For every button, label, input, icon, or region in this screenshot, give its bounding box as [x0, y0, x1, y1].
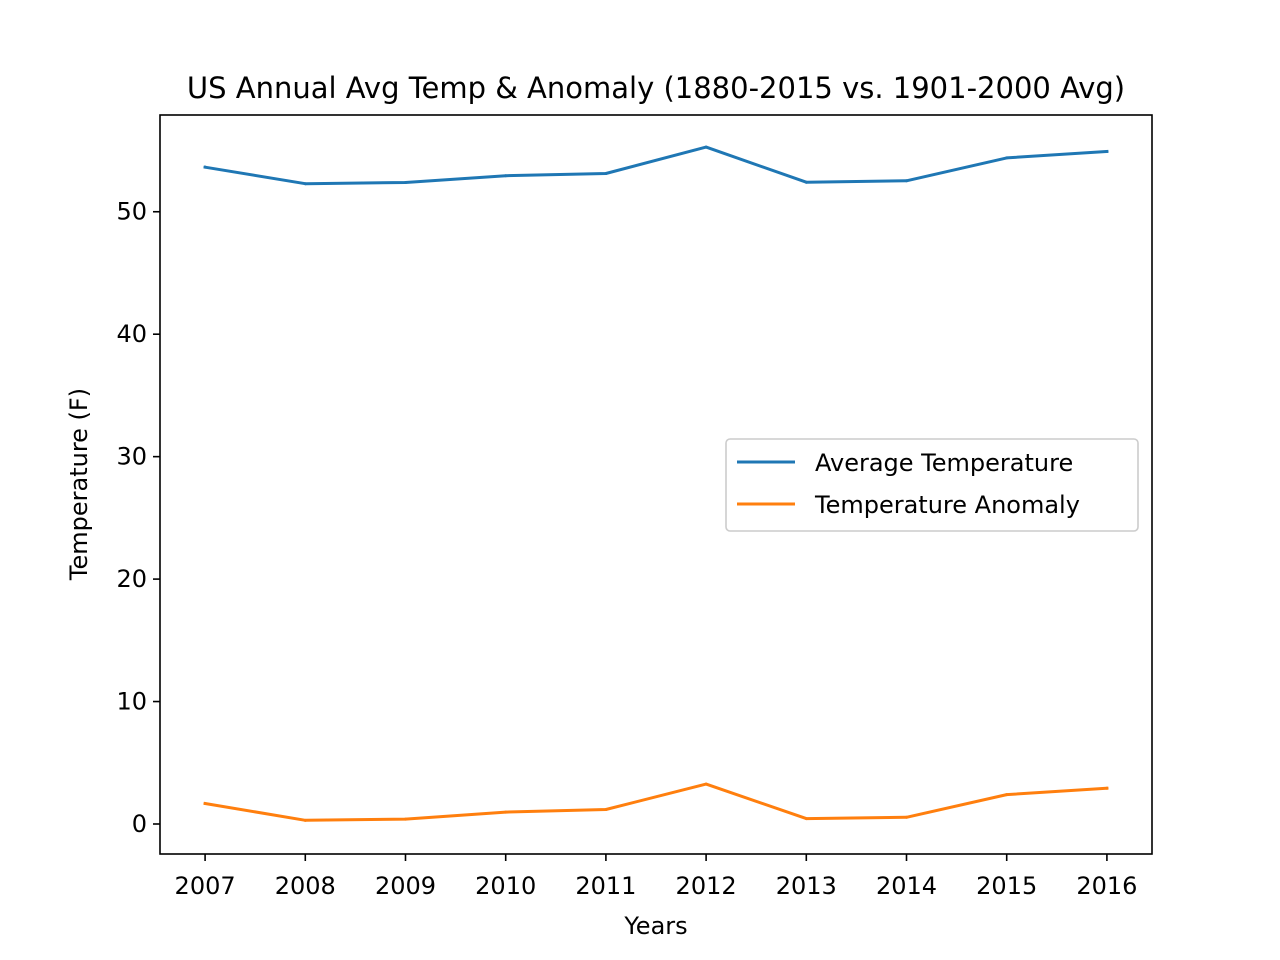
data-point-s1-2013	[804, 180, 808, 184]
data-point-s2-2014	[905, 815, 909, 819]
data-point-s2-2010	[504, 810, 508, 814]
x-tick-label: 2011	[575, 872, 636, 900]
data-point-s1-2015	[1005, 156, 1009, 160]
y-tick-label: 40	[116, 320, 147, 348]
x-tick-label: 2015	[976, 872, 1037, 900]
x-tick-label: 2007	[175, 872, 236, 900]
data-point-s1-2009	[403, 180, 407, 184]
x-tick-label: 2014	[876, 872, 937, 900]
y-tick-label: 10	[116, 688, 147, 716]
data-point-s2-2015	[1005, 793, 1009, 797]
data-point-s2-2007	[203, 802, 207, 806]
x-tick-label: 2008	[275, 872, 336, 900]
x-tick-label: 2013	[776, 872, 837, 900]
data-point-s1-2008	[303, 182, 307, 186]
data-point-s1-2014	[905, 179, 909, 183]
data-point-s2-2009	[403, 817, 407, 821]
data-point-s1-2016	[1105, 149, 1109, 153]
axes-frame	[159, 114, 1153, 855]
y-axis-label: Temperature (F)	[65, 388, 93, 581]
legend-label-2: Temperature Anomaly	[814, 491, 1080, 519]
data-point-s2-2013	[804, 817, 808, 821]
legend-box	[725, 438, 1139, 532]
data-point-s1-2010	[504, 174, 508, 178]
legend-label-1: Average Temperature	[815, 449, 1073, 477]
y-tick-label: 20	[116, 565, 147, 593]
data-point-s1-2007	[203, 165, 207, 169]
y-tick-label: 50	[116, 198, 147, 226]
y-tick-label: 30	[116, 443, 147, 471]
data-point-s2-2008	[303, 818, 307, 822]
data-point-s1-2011	[604, 172, 608, 176]
data-point-s2-2016	[1105, 786, 1109, 790]
chart-title: US Annual Avg Temp & Anomaly (1880-2015 …	[187, 71, 1125, 105]
data-point-s2-2011	[604, 808, 608, 812]
data-point-s2-2012	[704, 782, 708, 786]
x-tick-label: 2010	[475, 872, 536, 900]
x-tick-label: 2016	[1076, 872, 1137, 900]
plot-area: 2007 2008 2009 2010 2011 2012 2013 2014 2015 2016…	[116, 114, 1153, 900]
x-tick-label: 2009	[375, 872, 436, 900]
x-axis-label: Years	[623, 912, 687, 940]
series-line-2	[203, 782, 1109, 822]
series-line-1	[203, 145, 1109, 186]
x-tick-label: 2012	[676, 872, 737, 900]
legend: Average Temperature Temperature Anomaly	[725, 438, 1139, 532]
data-point-s1-2012	[704, 145, 708, 149]
y-tick-label: 0	[132, 810, 147, 838]
